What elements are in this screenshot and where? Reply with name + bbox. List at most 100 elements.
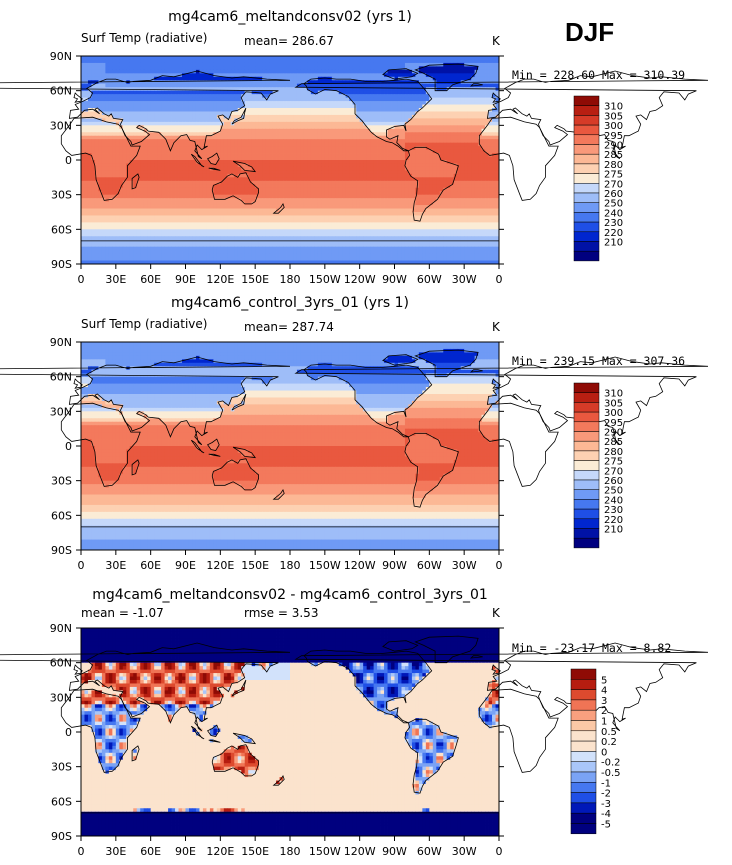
grid-cell: [237, 142, 242, 147]
grid-cell: [234, 191, 239, 196]
grid-cell: [192, 90, 197, 95]
grid-cell: [87, 118, 92, 123]
grid-cell: [265, 166, 270, 171]
grid-cell: [154, 83, 159, 88]
grid-cell: [481, 56, 486, 60]
grid-cell: [321, 194, 326, 199]
grid-cell: [84, 139, 89, 144]
grid-cell: [359, 97, 364, 102]
grid-cell: [467, 83, 472, 88]
grid-cell: [199, 87, 204, 92]
grid-cell: [87, 160, 92, 164]
grid-cell: [283, 191, 287, 196]
grid-cell: [457, 83, 462, 88]
grid-cell: [199, 101, 204, 105]
grid-cell: [411, 194, 416, 199]
grid-cell: [446, 184, 451, 189]
grid-cell: [307, 163, 312, 168]
grid-cell: [373, 94, 378, 98]
grid-cell: [223, 166, 228, 171]
grid-cell: [335, 69, 340, 74]
grid-cell: [429, 121, 434, 126]
grid-cell: [227, 156, 232, 161]
grid-cell: [408, 170, 413, 175]
grid-cell: [293, 170, 298, 175]
grid-cell: [303, 73, 308, 78]
grid-cell: [404, 118, 409, 123]
grid-cell: [164, 111, 169, 116]
grid-cell: [464, 59, 469, 64]
grid-cell: [370, 135, 374, 140]
grid-cell: [143, 62, 148, 67]
grid-cell: [105, 177, 110, 182]
grid-cell: [230, 156, 235, 161]
grid-cell: [126, 135, 131, 140]
grid-cell: [105, 83, 110, 88]
grid-cell: [397, 83, 402, 88]
grid-cell: [258, 146, 263, 150]
grid-cell: [331, 135, 336, 140]
grid-cell: [248, 121, 253, 126]
grid-cell: [439, 163, 444, 168]
grid-cell: [209, 62, 214, 67]
grid-cell: [345, 87, 350, 92]
grid-cell: [119, 97, 124, 102]
grid-cell: [377, 83, 381, 88]
grid-cell: [286, 121, 291, 126]
grid-cell: [195, 132, 200, 137]
grid-cell: [147, 173, 152, 178]
grid-cell: [352, 125, 357, 130]
grid-cell: [286, 73, 291, 78]
grid-cell: [384, 160, 388, 164]
grid-cell: [481, 111, 486, 116]
grid-cell: [453, 166, 458, 171]
grid-cell: [279, 177, 284, 182]
grid-cell: [178, 83, 183, 88]
grid-cell: [404, 128, 409, 133]
grid-cell: [269, 94, 273, 98]
grid-cell: [394, 62, 399, 67]
grid-cell: [248, 191, 253, 196]
grid-cell: [488, 132, 493, 137]
grid-cell: [377, 166, 381, 171]
grid-cell: [338, 121, 343, 126]
grid-cell: [384, 118, 388, 123]
grid-cell: [98, 83, 103, 88]
grid-cell: [182, 170, 186, 175]
grid-cell: [359, 121, 364, 126]
grid-cell: [227, 184, 232, 189]
grid-cell: [307, 97, 312, 102]
grid-cell: [296, 180, 301, 185]
grid-cell: [439, 166, 444, 171]
grid-cell: [223, 135, 228, 140]
grid-cell: [164, 101, 169, 105]
grid-cell: [244, 62, 249, 67]
grid-cell: [481, 149, 486, 154]
grid-cell: [154, 187, 159, 192]
grid-cell: [105, 66, 110, 71]
grid-cell: [244, 173, 249, 178]
grid-cell: [478, 62, 482, 67]
grid-cell: [206, 114, 211, 119]
grid-cell: [119, 191, 124, 196]
grid-cell: [143, 108, 148, 112]
grid-cell: [397, 135, 402, 140]
grid-cell: [411, 173, 416, 178]
grid-cell: [178, 108, 183, 112]
grid-cell: [94, 94, 99, 98]
grid-cell: [307, 191, 312, 196]
grid-cell: [453, 170, 458, 175]
grid-cell: [161, 104, 165, 109]
grid-cell: [411, 76, 416, 81]
grid-cell: [450, 135, 455, 140]
grid-cell: [237, 66, 242, 71]
grid-cell: [432, 66, 437, 71]
grid-cell: [230, 149, 235, 154]
grid-cell: [377, 121, 381, 126]
grid-cell: [195, 142, 200, 147]
grid-cell: [492, 135, 496, 140]
grid-cell: [175, 170, 179, 175]
grid-cell: [324, 56, 329, 60]
grid-cell: [171, 73, 176, 78]
grid-cell: [105, 153, 110, 157]
